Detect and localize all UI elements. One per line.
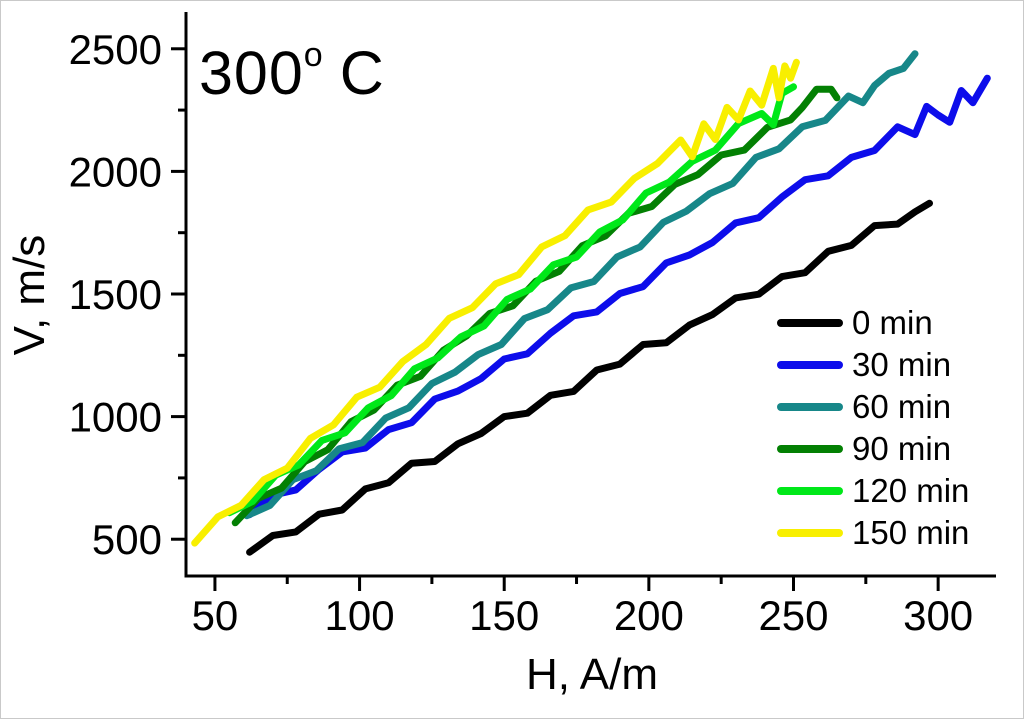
legend-swatch bbox=[777, 529, 843, 537]
legend-item: 30 min bbox=[777, 344, 969, 386]
y-tick-label: 1500 bbox=[69, 271, 162, 318]
legend-swatch bbox=[777, 319, 843, 327]
series-line-120-min bbox=[225, 83, 797, 517]
series-line-150-min bbox=[191, 58, 800, 547]
y-tick-label: 2500 bbox=[69, 26, 162, 73]
legend-item: 0 min bbox=[777, 302, 969, 344]
degree-superscript: o bbox=[303, 36, 324, 74]
legend-item: 120 min bbox=[777, 470, 969, 512]
x-tick-label: 100 bbox=[325, 592, 395, 639]
legend-item: 150 min bbox=[777, 512, 969, 554]
legend-label: 90 min bbox=[852, 430, 952, 467]
legend-item: 90 min bbox=[777, 428, 969, 470]
legend-label: 60 min bbox=[852, 388, 952, 425]
y-tick-label: 2000 bbox=[69, 148, 162, 195]
y-axis-title: V, m/s bbox=[5, 234, 54, 356]
legend-label: 150 min bbox=[852, 514, 970, 551]
x-tick-label: 300 bbox=[903, 592, 973, 639]
legend-swatch bbox=[777, 361, 843, 369]
series-line-0-min bbox=[246, 199, 933, 556]
x-axis-title: H, A/m bbox=[525, 650, 659, 699]
tick-labels: 50 100 150 200 250 300 500 1000 1500 2000 2500 bbox=[69, 26, 974, 639]
series-line-60-min bbox=[243, 50, 919, 520]
x-tick-label: 250 bbox=[758, 592, 828, 639]
legend-label: 30 min bbox=[852, 346, 952, 383]
chart-title: 300o C bbox=[199, 36, 385, 107]
legend-label: 120 min bbox=[852, 472, 970, 509]
legend-item: 60 min bbox=[777, 386, 969, 428]
x-tick-label: 50 bbox=[192, 592, 239, 639]
y-tick-label: 1000 bbox=[69, 394, 162, 441]
title-unit: C bbox=[339, 39, 385, 107]
y-tick-label: 500 bbox=[92, 516, 162, 563]
data-series bbox=[191, 50, 991, 556]
x-tick-label: 150 bbox=[469, 592, 539, 639]
series-line-30-min bbox=[246, 74, 991, 519]
title-temperature: 300 bbox=[199, 39, 304, 107]
legend-label: 0 min bbox=[852, 304, 933, 341]
legend: 0 min 30 min 60 min 90 min 120 min 150 min bbox=[777, 302, 969, 554]
x-tick-label: 200 bbox=[614, 592, 684, 639]
legend-swatch bbox=[777, 403, 843, 411]
legend-swatch bbox=[777, 487, 843, 495]
legend-swatch bbox=[777, 445, 843, 453]
